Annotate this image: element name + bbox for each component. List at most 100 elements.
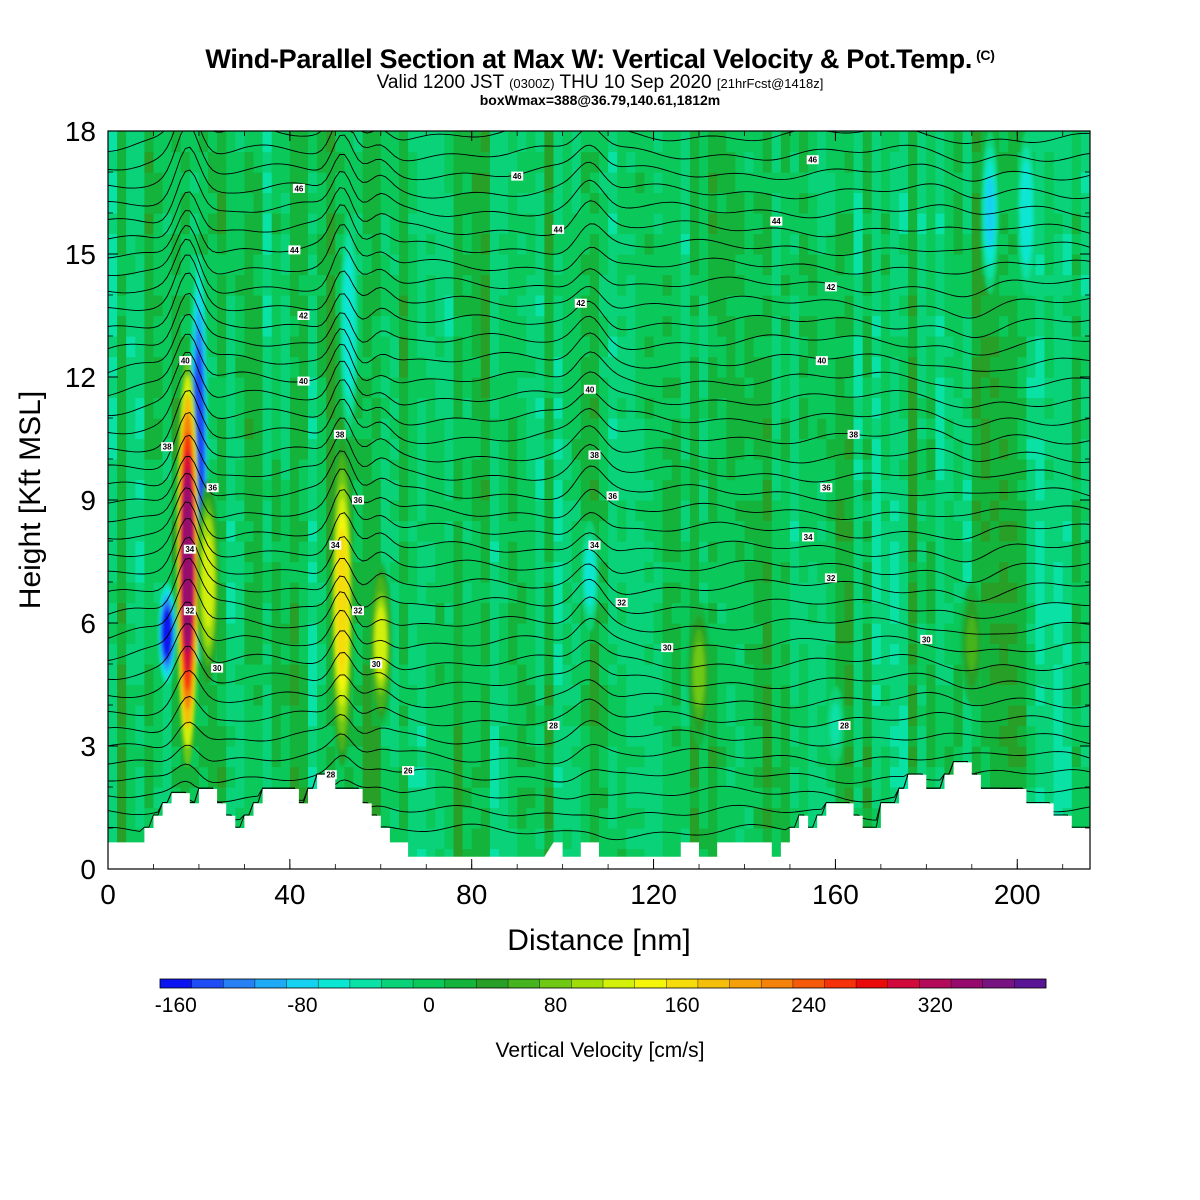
velocity-cell [280,766,291,788]
velocity-cell [117,459,127,481]
velocity-cell [990,725,1000,747]
velocity-cell [135,438,145,460]
velocity-cell [153,582,164,604]
velocity-cell [526,377,536,399]
velocity-cell [426,172,436,194]
velocity-cell [517,828,527,850]
velocity-cell [999,541,1009,563]
velocity-cell [499,602,509,624]
velocity-cell [526,274,536,296]
velocity-cell [471,192,482,214]
velocity-cell [499,561,509,583]
velocity-cell [399,828,409,850]
velocity-cell [1071,274,1082,296]
velocity-cell [844,295,855,317]
velocity-cell [171,131,182,153]
velocity-cell [226,254,236,276]
velocity-cell [999,233,1009,255]
velocity-cell [417,459,427,481]
velocity-cell [462,295,473,317]
velocity-cell [480,582,491,604]
velocity-cell [489,172,500,194]
velocity-cell [417,479,427,501]
velocity-cell [789,541,800,563]
velocity-cell [608,787,618,809]
velocity-cell [971,213,982,235]
velocity-cell [380,479,391,501]
velocity-cell [589,766,600,788]
velocity-cell [480,377,491,399]
velocity-cell [917,459,927,481]
velocity-cell [762,561,773,583]
velocity-cell [762,254,773,276]
velocity-cell [544,213,555,235]
x-tick-label: 200 [994,879,1041,910]
velocity-cell [826,213,836,235]
velocity-cell [899,766,909,788]
velocity-cell [162,479,173,501]
velocity-cell [944,664,955,686]
velocity-cell [462,254,473,276]
velocity-cell [808,541,818,563]
velocity-cell [562,664,573,686]
velocity-cell [480,746,491,768]
velocity-cell [617,828,627,850]
velocity-cell [262,438,273,460]
velocity-cell [389,377,400,399]
velocity-cell [789,151,800,173]
velocity-cell [862,705,873,727]
velocity-cell [399,315,409,337]
velocity-cell [271,356,282,378]
velocity-cell [890,459,900,481]
velocity-cell [935,356,946,378]
velocity-cell [171,643,182,665]
velocity-cell [671,356,682,378]
velocity-cell [635,295,646,317]
velocity-cell [990,582,1000,604]
velocity-cell [135,582,145,604]
velocity-cell [489,356,500,378]
velocity-cell [226,377,236,399]
velocity-cell [617,664,627,686]
velocity-cell [762,664,773,686]
velocity-cell [699,541,709,563]
velocity-cell [353,274,364,296]
velocity-cell [880,377,891,399]
velocity-cell [1017,766,1027,788]
velocity-cell [717,172,727,194]
velocity-cell [489,192,500,214]
velocity-cell [944,643,955,665]
velocity-cell [726,418,736,440]
velocity-cell [335,356,345,378]
velocity-cell [553,725,564,747]
velocity-cell [535,315,546,337]
velocity-cell [862,192,873,214]
velocity-cell [617,787,627,809]
velocity-cell [1026,418,1037,440]
velocity-cell [817,254,827,276]
velocity-cell [426,582,436,604]
velocity-cell [444,438,455,460]
velocity-cell [999,295,1009,317]
velocity-cell [471,828,482,850]
valid-time: Valid 1200 JST [376,72,504,93]
velocity-cell [298,459,309,481]
velocity-cell [853,254,864,276]
velocity-cell [135,377,145,399]
theta-contour-line [108,292,1090,356]
velocity-cell [462,500,473,522]
velocity-cell [580,397,591,419]
velocity-cell [153,664,164,686]
velocity-cell [380,336,391,358]
velocity-cell [744,397,755,419]
velocity-cell [389,295,400,317]
velocity-cell [117,438,127,460]
theta-contour-line [108,487,1090,540]
velocity-cell [153,356,164,378]
velocity-cell [298,233,309,255]
velocity-cell [335,336,345,358]
contour-label-text: 28 [326,771,335,780]
velocity-cell [699,807,709,829]
velocity-cell [298,438,309,460]
velocity-cell [680,766,691,788]
